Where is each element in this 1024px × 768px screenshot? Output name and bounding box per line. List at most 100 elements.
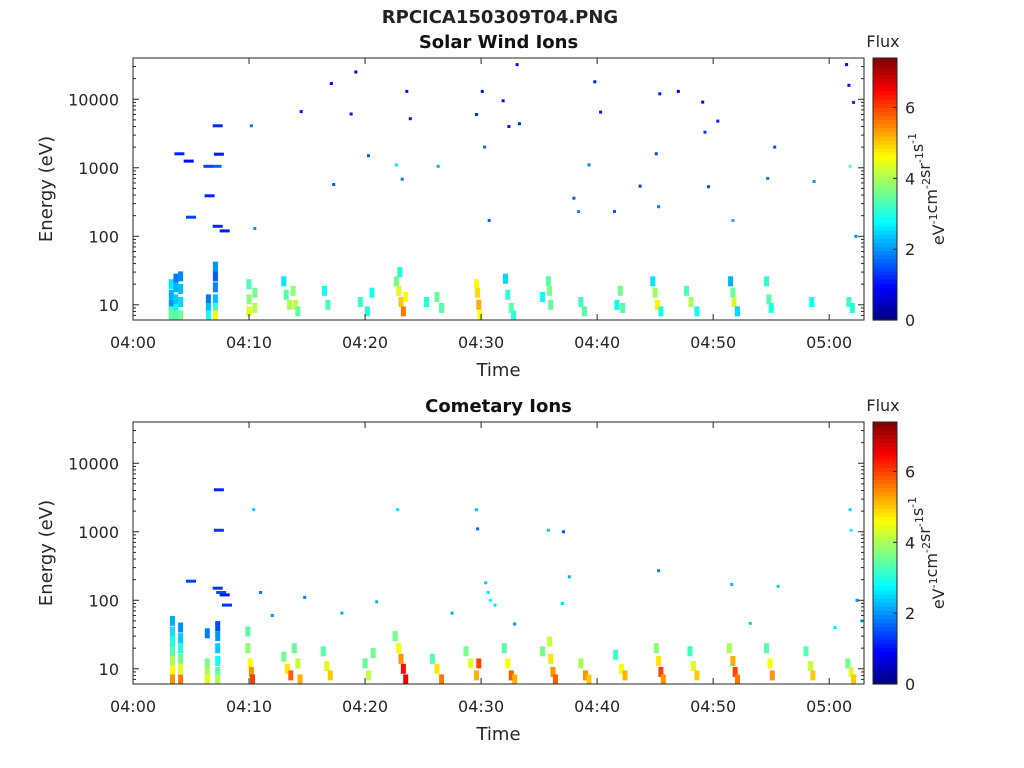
- data-bin: [845, 658, 851, 669]
- data-bin: [613, 649, 619, 660]
- colorbar-step: [873, 201, 897, 206]
- data-bin: [178, 643, 184, 654]
- colorbar-step: [873, 491, 897, 497]
- data-point: [654, 152, 658, 156]
- y-tick-label: 1000: [78, 523, 119, 542]
- data-point: [599, 110, 603, 114]
- data-bin: [292, 299, 298, 310]
- data-bin: [393, 276, 399, 287]
- colorbar-step: [873, 561, 897, 566]
- data-bin: [694, 306, 700, 317]
- colorbar-step: [873, 172, 897, 178]
- data-bin: [578, 658, 584, 669]
- colorbar-step: [873, 618, 897, 624]
- colorbar-step: [873, 610, 897, 615]
- colorbar-step: [873, 250, 897, 256]
- colorbar-step: [873, 634, 897, 640]
- colorbar-step: [873, 270, 897, 276]
- data-point: [211, 164, 222, 168]
- data-point: [486, 591, 490, 594]
- data-bin: [215, 643, 221, 654]
- colorbar-step: [873, 119, 897, 125]
- colorbar-label-exponent: -1: [927, 577, 940, 588]
- colorbar-step: [873, 679, 897, 685]
- data-point: [716, 119, 720, 123]
- x-axis: 04:00 04:10 04:20 04:30 04:40 04:50 05:00: [110, 422, 852, 716]
- colorbar-step: [873, 66, 897, 71]
- panel-title: Solar Wind Ions: [419, 32, 578, 53]
- data-point: [450, 611, 454, 615]
- data-point: [480, 89, 484, 93]
- data-bin: [766, 294, 772, 305]
- data-bin: [735, 306, 740, 317]
- data-bin: [620, 302, 626, 313]
- data-bin: [362, 658, 368, 669]
- colorbar-tick-label: 0: [905, 675, 915, 694]
- x-tick-label: 04:10: [226, 697, 272, 716]
- data-bin: [511, 310, 517, 321]
- data-bin: [764, 276, 769, 287]
- data-bin: [246, 306, 252, 317]
- data-point: [329, 82, 333, 85]
- data-bin: [178, 674, 184, 685]
- colorbar-step: [873, 475, 897, 480]
- data-point: [219, 229, 230, 233]
- data-bin: [205, 310, 211, 321]
- colorbar-step: [873, 675, 897, 681]
- plot-area: [133, 58, 864, 320]
- data-point: [513, 622, 517, 626]
- colorbar-step: [873, 82, 897, 88]
- data-bin: [178, 663, 184, 674]
- colorbar-step: [873, 540, 897, 546]
- colorbar-step: [873, 602, 897, 607]
- data-bin: [439, 302, 445, 313]
- data-bin: [252, 302, 258, 313]
- colorbar-label-exponent: -1: [906, 133, 919, 144]
- colorbar-step: [873, 62, 897, 67]
- colorbar-step: [873, 467, 897, 472]
- data-bin: [364, 306, 370, 317]
- data-point: [213, 488, 224, 492]
- data-point: [507, 125, 511, 128]
- data-point: [396, 508, 400, 512]
- colorbar-step: [873, 520, 897, 525]
- colorbar-step: [873, 299, 897, 305]
- data-point: [658, 92, 662, 96]
- data-bin: [688, 297, 694, 307]
- data-bin: [173, 294, 179, 305]
- colorbar-step: [873, 516, 897, 521]
- colorbar-step: [873, 205, 897, 211]
- data-bin: [325, 299, 331, 310]
- data-bin: [687, 646, 693, 657]
- data-point: [203, 164, 214, 168]
- colorbar-step: [873, 311, 897, 317]
- data-bin: [508, 670, 514, 681]
- colorbar-step: [873, 569, 897, 575]
- data-bin: [205, 302, 211, 313]
- data-bin: [178, 622, 184, 633]
- colorbar-label-base: s: [908, 144, 927, 152]
- colorbar-step: [873, 123, 897, 129]
- data-bin: [803, 646, 809, 657]
- colorbar-step: [873, 430, 897, 435]
- data-bin: [204, 628, 210, 639]
- x-axis-label: Time: [475, 360, 520, 381]
- colorbar-label-exponent: -2: [920, 178, 933, 189]
- data-bin: [614, 299, 620, 310]
- y-tick-label: 10000: [68, 454, 119, 473]
- colorbar-step: [873, 532, 897, 538]
- colorbar-step: [873, 651, 897, 656]
- y-axis: 10 100 1000 10000: [68, 421, 864, 685]
- data-point: [475, 508, 478, 512]
- data-bin: [173, 273, 179, 284]
- colorbar-step: [873, 507, 897, 513]
- x-tick-label: 04:00: [110, 697, 156, 716]
- x-tick-label: 04:40: [574, 333, 620, 352]
- colorbar-label-exponent: -1: [913, 152, 926, 163]
- data-bin: [247, 658, 253, 669]
- colorbar-step: [873, 581, 897, 587]
- data-bin: [764, 643, 769, 654]
- data-point: [186, 215, 196, 219]
- colorbar-step: [873, 663, 897, 669]
- data-bin: [295, 306, 301, 317]
